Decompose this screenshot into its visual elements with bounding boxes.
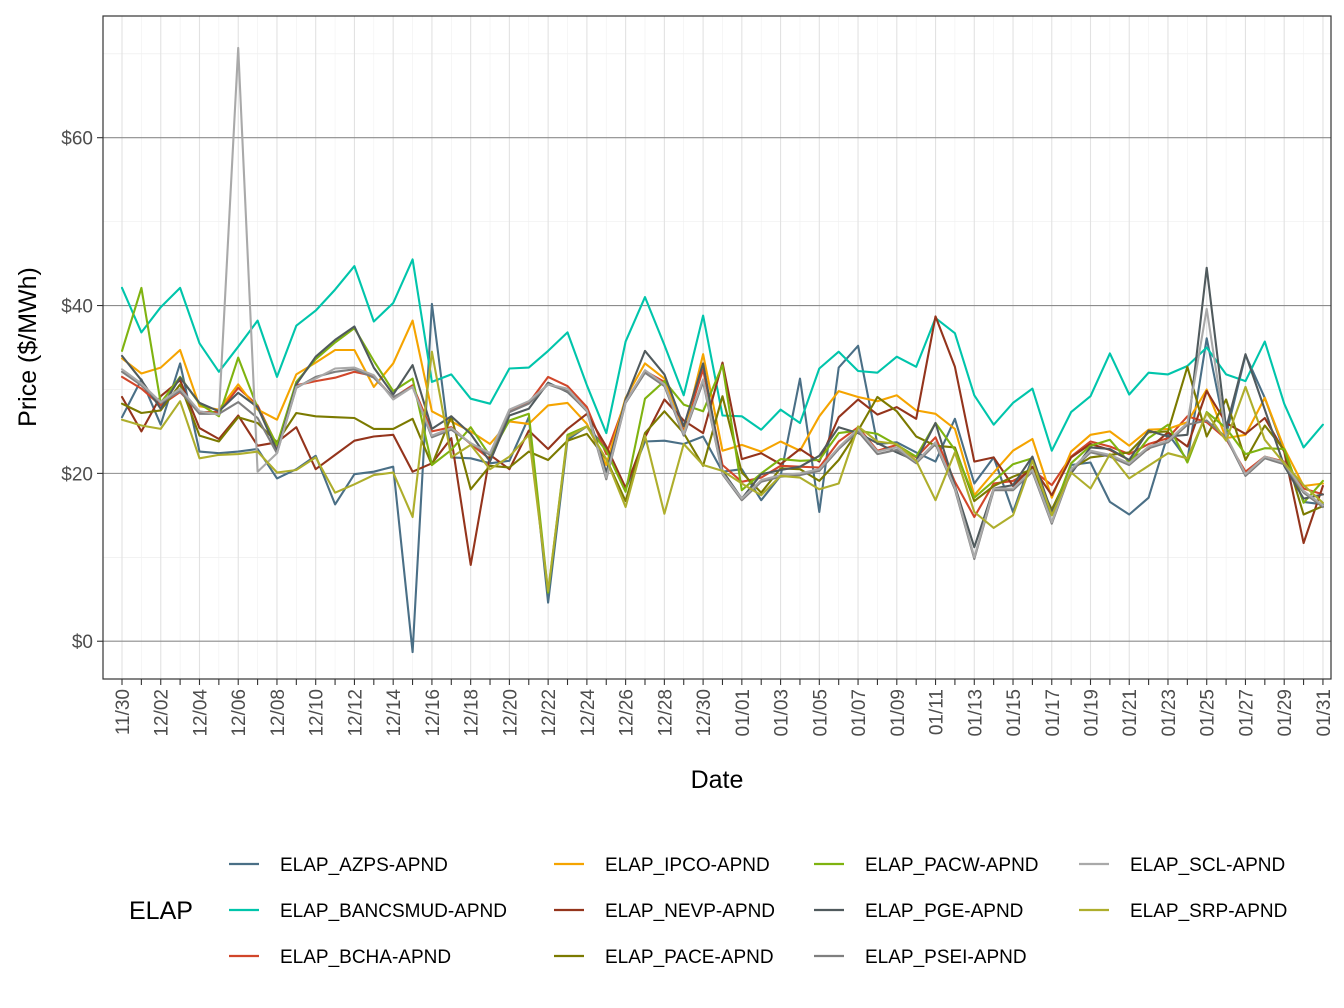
x-tick-label: 12/22 <box>539 689 560 737</box>
series-line-elap-srp-apnd <box>120 350 1324 592</box>
grid-lines <box>103 16 1331 679</box>
x-tick-label: 12/02 <box>152 689 173 737</box>
series-line-elap-pacw-apnd <box>120 286 1324 594</box>
series-line-elap-pace-apnd <box>120 365 1324 516</box>
series-line-elap-ipco-apnd <box>120 319 1324 499</box>
x-tick-label: 12/16 <box>423 689 444 737</box>
y-axis: $0 $20 $40 $60 <box>61 129 103 653</box>
x-tick-label: 01/17 <box>1043 689 1064 737</box>
x-tick-label: 12/14 <box>384 689 405 737</box>
y-tick-label: $60 <box>61 129 93 150</box>
x-tick-label: 01/09 <box>888 689 909 737</box>
x-tick-label: 01/03 <box>772 689 793 737</box>
series-line-elap-scl-apnd <box>120 46 1324 559</box>
legend-label: ELAP_IPCO-APND <box>605 855 770 876</box>
y-tick-label: $40 <box>61 297 93 318</box>
legend-label: ELAP_PGE-APND <box>865 901 1023 922</box>
x-tick-label: 12/28 <box>655 689 676 737</box>
x-tick-label: 11/30 <box>113 689 134 735</box>
x-tick-label: 01/15 <box>1004 689 1025 737</box>
legend-label: ELAP_PSEI-APND <box>865 947 1027 968</box>
legend-label: ELAP_BCHA-APND <box>280 947 451 968</box>
plot-panel-border <box>102 15 1332 680</box>
x-tick-label: 12/26 <box>617 689 638 737</box>
x-tick-label: 01/29 <box>1275 689 1296 737</box>
x-tick-label: 01/23 <box>1159 689 1180 737</box>
legend-label: ELAP_AZPS-APND <box>280 855 448 876</box>
x-tick-label: 01/19 <box>1082 689 1103 737</box>
x-tick-label: 12/06 <box>229 689 250 737</box>
x-tick-label: 12/04 <box>190 689 211 737</box>
x-tick-label: 01/27 <box>1236 689 1257 737</box>
x-tick-label: 01/13 <box>965 689 986 737</box>
series-lines <box>120 46 1324 654</box>
x-tick-label: 01/21 <box>1120 689 1141 737</box>
x-tick-label: 12/12 <box>345 689 366 737</box>
legend-label: ELAP_BANCSMUD-APND <box>280 901 507 922</box>
legend-title: ELAP <box>129 897 193 925</box>
legend-label: ELAP_SRP-APND <box>1130 901 1287 922</box>
y-axis-title: Price ($/MWh) <box>14 267 42 427</box>
legend-label: ELAP_NEVP-APND <box>605 901 775 922</box>
legend: ELAP ELAP_AZPS-APND ELAP_BANCSMUD-APND ELA… <box>129 855 1287 968</box>
legend-label: ELAP_PACW-APND <box>865 855 1039 876</box>
plot-panel <box>103 16 1331 679</box>
x-tick-label: 12/18 <box>462 689 483 737</box>
y-tick-label: $0 <box>72 632 93 653</box>
x-axis-title: Date <box>691 766 744 794</box>
x-tick-label: 01/25 <box>1198 689 1219 737</box>
x-tick-label: 12/20 <box>500 689 521 737</box>
y-tick-label: $20 <box>61 464 93 485</box>
x-tick-label: 12/08 <box>268 689 289 737</box>
x-tick-label: 01/31 <box>1314 689 1335 737</box>
x-tick-label: 12/30 <box>694 689 715 737</box>
x-tick-label: 01/11 <box>927 689 948 735</box>
legend-label: ELAP_SCL-APND <box>1130 855 1285 876</box>
series-line-elap-bancsmud-apnd <box>120 258 1324 452</box>
x-tick-label: 01/07 <box>849 689 870 737</box>
x-tick-label: 01/05 <box>810 689 831 737</box>
x-tick-label: 01/01 <box>733 689 754 737</box>
x-tick-label: 12/10 <box>307 689 328 737</box>
x-tick-label: 12/24 <box>578 689 599 737</box>
x-axis: 11/30 12/02 12/04 12/06 12/08 12/10 12/12 12/14… <box>113 679 1335 737</box>
legend-label: ELAP_PACE-APND <box>605 947 774 968</box>
